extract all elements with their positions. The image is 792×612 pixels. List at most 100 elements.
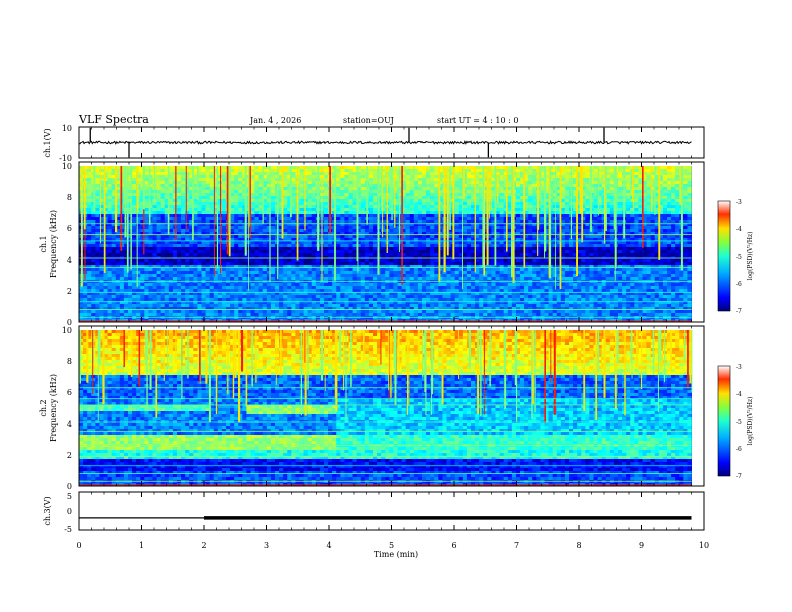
spectrogram-cell [177, 169, 182, 173]
spectrogram-cell [303, 205, 308, 209]
spectrogram-cell [107, 196, 112, 200]
spectrogram-cell [609, 181, 615, 185]
spectrogram-cell [262, 169, 268, 173]
spectrogram-cell [426, 169, 431, 173]
spectrogram-cell [434, 220, 439, 224]
spectrogram-cell [168, 235, 174, 239]
spectrogram-cell [479, 187, 484, 191]
spectrogram-cell [348, 190, 353, 194]
spectrogram-cell [291, 166, 296, 170]
spectrogram-cell [405, 199, 411, 203]
spectrogram-cell [438, 175, 443, 179]
spectrogram-cell [422, 166, 427, 170]
spectrogram-cell [479, 184, 484, 188]
spectrogram-cell [618, 205, 623, 209]
spectrogram-cell [299, 199, 304, 203]
spectrogram-cell [368, 199, 374, 203]
spectrogram-cell [164, 244, 170, 248]
spectrogram-cell [336, 259, 341, 263]
spectrogram-cell [593, 202, 598, 206]
spectrogram-cell [646, 208, 651, 212]
spectrogram-cell [687, 169, 692, 173]
spectrogram-cell [368, 262, 374, 266]
spectrogram-cell [605, 235, 611, 239]
spectrogram-cell [107, 208, 112, 212]
spectrogram-cell [515, 184, 521, 188]
spectrogram-cell [348, 244, 353, 248]
spectrogram-cell [454, 175, 460, 179]
spectrogram-cell [626, 166, 631, 170]
spectrogram-cell [103, 178, 108, 182]
spectrogram-cell [393, 262, 398, 266]
spectrogram-cell [238, 196, 243, 200]
spectrogram-cell [221, 181, 227, 185]
spectrogram-cell [683, 247, 688, 251]
spectrogram-cell [450, 259, 455, 263]
spectrogram-cell [462, 217, 468, 221]
spectrogram-cell [675, 226, 680, 230]
spectrogram-cell [177, 166, 182, 170]
spectrogram-cell [344, 226, 349, 230]
spectrogram-cell [454, 172, 460, 176]
spectrogram-cell [471, 181, 476, 185]
spectrogram-cell [581, 181, 586, 185]
spectrogram-cell [177, 253, 182, 257]
spectrogram-cell [466, 193, 472, 197]
spectrogram-cell [254, 178, 259, 182]
spectrogram-cell [336, 175, 341, 179]
spectrogram-cell [185, 259, 190, 263]
spectrogram-cell [291, 220, 296, 224]
spectrogram-cell [148, 181, 153, 185]
spectrogram-cell [205, 241, 210, 245]
spectrogram-cell [160, 202, 166, 206]
spectrogram-cell [515, 259, 521, 263]
spectrogram-cell [556, 184, 562, 188]
spectrogram-cell [434, 175, 439, 179]
spectrogram-cell [426, 199, 431, 203]
spectrogram-cell [250, 208, 255, 212]
spectrogram-cell [168, 247, 174, 251]
spectrogram-cell [193, 229, 198, 233]
spectrogram-cell [430, 220, 435, 224]
spectrogram-cell [234, 214, 239, 218]
spectrogram-cell [368, 187, 374, 191]
spectrogram-cell [675, 241, 680, 245]
spectrogram-cell [618, 187, 623, 191]
spectrogram-cell [638, 190, 643, 194]
spectrogram-cell [564, 214, 570, 218]
spectrogram-cell [209, 199, 215, 203]
spectrogram-cell [560, 250, 566, 254]
spectrogram-cell [544, 184, 549, 188]
spectrogram-cell [164, 190, 170, 194]
spectrogram-cell [168, 202, 174, 206]
spectrogram-cell [609, 259, 615, 263]
spectrogram-cell [417, 190, 423, 194]
spectrogram-cell [360, 175, 366, 179]
spectrogram-cell [307, 205, 313, 209]
spectrogram-cell [266, 172, 272, 176]
spectrogram-cell [618, 208, 623, 212]
spectrogram-cell [528, 187, 533, 191]
spectrogram-cell [91, 214, 96, 218]
spectrogram-cell [609, 193, 615, 197]
spectrogram-cell [634, 211, 639, 215]
spectrogram-cell [185, 184, 190, 188]
spectrogram-cell [177, 205, 182, 209]
spectrogram-cell [279, 172, 284, 176]
spectrogram-cell [230, 235, 235, 239]
spectrogram-cell [650, 187, 656, 191]
spectrogram-cell [520, 172, 525, 176]
spectrogram-cell [564, 196, 570, 200]
spectrogram-cell [250, 169, 255, 173]
spectrogram-cell [368, 244, 374, 248]
spectrogram-cell [675, 178, 680, 182]
spectrogram-cell [626, 181, 631, 185]
spectrogram-cell [303, 187, 308, 191]
spectrogram-cell [601, 178, 607, 182]
spectrogram-cell [573, 178, 578, 182]
spectrogram-cell [528, 184, 533, 188]
spectrogram-cell [303, 184, 308, 188]
spectrogram-cell [340, 199, 345, 203]
spectrogram-cell [564, 220, 570, 224]
spectrogram-cell [107, 253, 112, 257]
